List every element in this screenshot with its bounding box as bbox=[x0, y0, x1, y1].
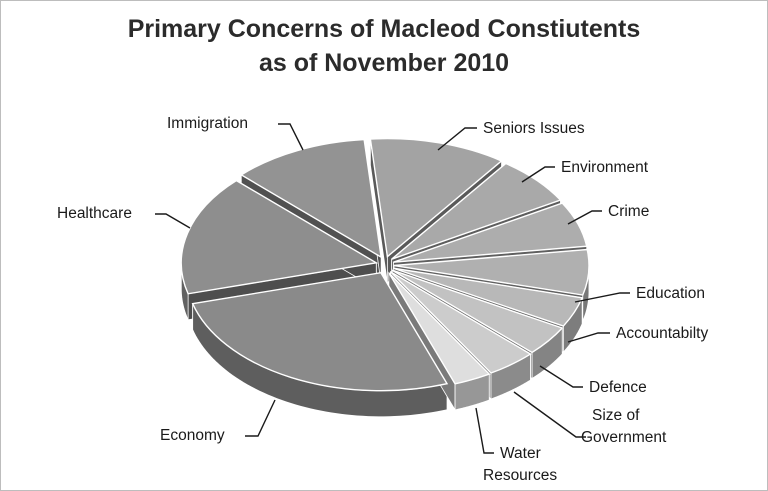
pie-slice-healthcare bbox=[180, 179, 379, 295]
chart-title-line-1: Primary Concerns of Macleod Constiutents bbox=[127, 15, 641, 43]
leader-line bbox=[155, 213, 191, 229]
pie-label-leaders bbox=[155, 123, 630, 454]
leader-line bbox=[475, 407, 494, 454]
pie-slice-tops bbox=[180, 137, 590, 392]
leader-line bbox=[437, 127, 477, 151]
slice-label: Economy bbox=[160, 427, 225, 444]
slice-label: Immigration bbox=[167, 115, 248, 132]
slice-label: Environment bbox=[561, 159, 649, 176]
leader-line bbox=[539, 365, 583, 388]
pie-slice-seniors-issues bbox=[369, 137, 503, 258]
slice-label: Accountabilty bbox=[616, 325, 708, 342]
leader-line bbox=[567, 210, 602, 225]
pie-slice-water-resources bbox=[388, 272, 491, 385]
leader-line bbox=[278, 123, 304, 151]
slice-label: Healthcare bbox=[57, 205, 132, 222]
slice-label: Education bbox=[636, 285, 705, 302]
pie-slice-crime bbox=[393, 202, 588, 263]
slice-label: Crime bbox=[608, 203, 649, 220]
pie-slice-education bbox=[393, 248, 590, 296]
pie-slice-defence bbox=[391, 269, 564, 354]
pie-slice-size-of-government bbox=[390, 271, 532, 374]
pie-slice-immigration bbox=[239, 138, 383, 259]
leader-line bbox=[567, 332, 610, 343]
leader-line bbox=[513, 391, 586, 438]
chart-title: Primary Concerns of Macleod Constiutents… bbox=[0, 12, 768, 80]
pie-slice-environment bbox=[391, 162, 562, 260]
slice-label: Seniors Issues bbox=[483, 120, 585, 137]
slice-label: Defence bbox=[589, 379, 647, 396]
leader-line bbox=[521, 166, 555, 183]
chart-title-line-2: as of November 2010 bbox=[258, 49, 510, 77]
pie-slice-accountabilty bbox=[393, 267, 584, 327]
slice-label: Water Resources bbox=[483, 445, 557, 484]
slice-label: Size of Government bbox=[581, 407, 667, 446]
pie-labels: Seniors Issues Environment Crime Education A… bbox=[57, 115, 708, 484]
leader-line bbox=[574, 292, 630, 303]
pie-slice-economy bbox=[191, 271, 449, 392]
leader-line bbox=[245, 399, 276, 437]
